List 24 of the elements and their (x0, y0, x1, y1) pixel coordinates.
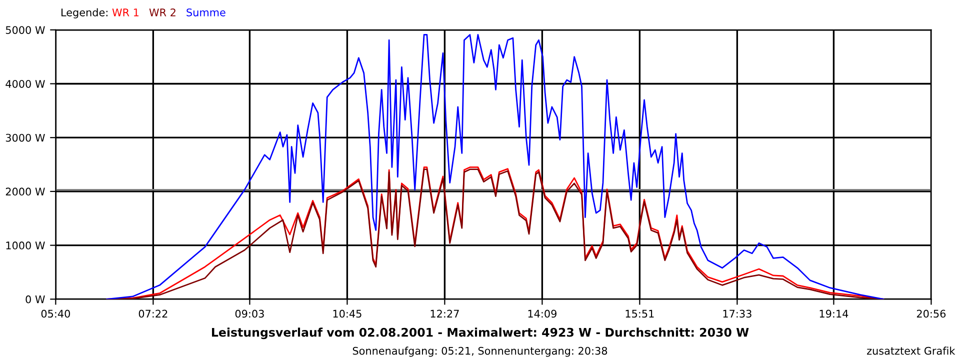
y-tick-label: 4000 W (6, 80, 45, 88)
text: Sonnenaufgang: 05:21, Sonnenuntergang: 20:38 (352, 346, 608, 357)
x-tick-label: 14:09 (528, 310, 556, 318)
text: Leistungsverlauf vom 02.08.2001 - Maximalwert: 4923 W - Durchschnitt: 2030 W (212, 328, 749, 340)
line-series (106, 34, 884, 300)
x-tick-label: 09:03 (235, 310, 264, 318)
text: WR 2 (149, 8, 176, 16)
x-tick-label: 10:45 (333, 310, 362, 318)
x-tick-label: 20:56 (916, 310, 946, 318)
text: WR 1 (112, 8, 138, 16)
x-tick-label: 15:51 (626, 310, 654, 318)
y-tick-label: 3000 W (6, 134, 45, 142)
legend-title: Legende: (62, 8, 108, 18)
y-tick-label: 0 W (26, 295, 45, 304)
y-tick-label: 2000 W (6, 188, 45, 196)
x-tick-label: 19:14 (820, 310, 848, 318)
x-tick-label: 07:22 (138, 310, 168, 318)
x-tick-label: 17:33 (723, 310, 752, 318)
text: zusatztext Grafik (867, 346, 956, 355)
x-tick-label: 05:40 (41, 310, 70, 318)
y-tick-label: 1000 W (6, 242, 45, 250)
text: Summe (186, 8, 226, 16)
y-tick-label: 5000 W (6, 26, 45, 34)
x-tick-label: 12:27 (430, 310, 459, 318)
